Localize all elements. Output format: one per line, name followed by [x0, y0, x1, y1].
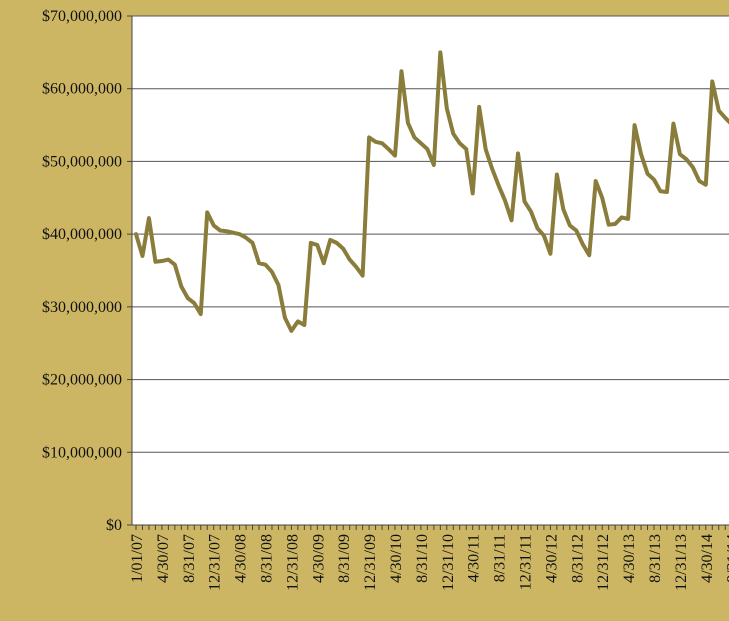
x-tick-label: 4/30/10 [388, 534, 405, 583]
x-tick-label: 12/31/10 [440, 534, 457, 591]
x-tick-label: 4/30/07 [155, 534, 172, 583]
y-tick-label: $70,000,000 [42, 8, 122, 25]
series-line [134, 50, 729, 333]
plot-area [132, 16, 729, 525]
x-tick-label: 8/31/08 [259, 534, 276, 583]
x-tick-label: 4/30/14 [699, 534, 716, 583]
x-tick-label: 8/31/10 [414, 534, 431, 583]
x-tick-label: 8/31/07 [181, 534, 198, 583]
y-tick-label: $60,000,000 [42, 81, 122, 98]
x-tick-label: 1/01/07 [129, 534, 146, 583]
x-tick-label: 8/31/14 [725, 534, 729, 583]
y-tick-label: $40,000,000 [42, 226, 122, 243]
y-tick-label: $10,000,000 [42, 444, 122, 461]
x-tick-label: 4/30/08 [233, 534, 250, 583]
x-tick-label: 12/31/12 [595, 534, 612, 591]
y-tick-label: $30,000,000 [42, 299, 122, 316]
x-tick-label: 8/31/13 [647, 534, 664, 583]
y-axis: $0 $10,000,000 $20,000,000 $30,000,000 $40,0… [42, 8, 133, 534]
x-tick-label: 4/30/13 [621, 534, 638, 583]
x-tick-label: 4/30/09 [310, 534, 327, 583]
x-axis: 1/01/07 4/30/07 8/31/07 12/31/07 4/30/08 8/31… [129, 524, 729, 591]
y-tick-label: $50,000,000 [42, 153, 122, 170]
series-group [134, 50, 729, 333]
x-tick-label: 12/31/09 [362, 534, 379, 591]
x-tick-label: 12/31/08 [284, 534, 301, 591]
x-tick-label: 12/31/13 [673, 534, 690, 591]
x-tick-label: 4/30/12 [543, 534, 560, 583]
x-tick-label: 8/31/11 [492, 534, 509, 582]
x-tick-label: 8/31/12 [569, 534, 586, 583]
x-tick-label: 12/31/11 [518, 534, 535, 590]
x-tick-label: 8/31/09 [336, 534, 353, 583]
x-tick-label: 12/31/07 [207, 534, 224, 591]
y-tick-label: $20,000,000 [42, 372, 122, 389]
x-tick-label: 4/30/11 [466, 534, 483, 582]
y-tick-label: $0 [106, 517, 122, 534]
